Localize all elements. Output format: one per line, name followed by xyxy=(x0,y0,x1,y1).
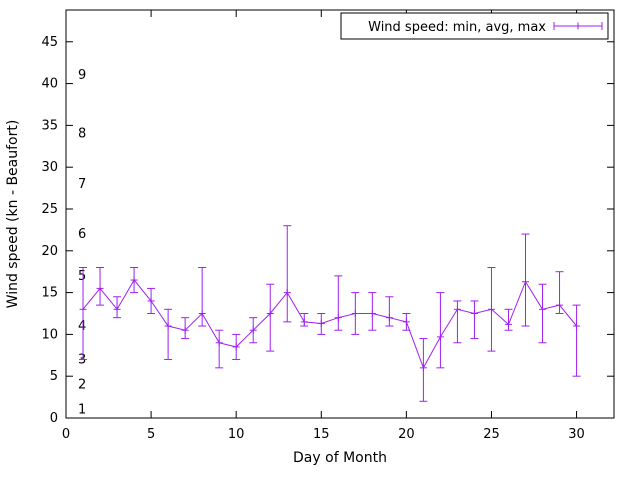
beaufort-scale-label: 4 xyxy=(78,319,86,334)
legend-sample xyxy=(553,22,603,30)
errorbar-day-19 xyxy=(385,296,394,327)
x-tick-label: 30 xyxy=(568,427,585,442)
errorbar-day-14 xyxy=(300,312,309,327)
errorbar-day-3 xyxy=(113,296,122,319)
y-tick-label: 5 xyxy=(50,369,58,384)
errorbar-day-23 xyxy=(453,300,462,344)
y-tick-label: 15 xyxy=(41,286,58,301)
x-axis-label: Day of Month xyxy=(293,450,387,466)
errorbar-day-6 xyxy=(164,308,173,360)
y-tick-label: 0 xyxy=(50,411,58,426)
errorbar-day-26 xyxy=(504,308,513,331)
y-tick-label: 35 xyxy=(41,118,58,133)
beaufort-scale-label: 7 xyxy=(78,177,86,192)
x-tick-label: 0 xyxy=(62,427,70,442)
x-tick-label: 5 xyxy=(147,427,155,442)
errorbar-day-16 xyxy=(334,275,343,331)
y-tick-label: 30 xyxy=(41,160,58,175)
beaufort-scale-label: 1 xyxy=(78,403,86,418)
x-tick-label: 25 xyxy=(483,427,500,442)
errorbar-day-8 xyxy=(198,267,207,327)
y-tick-label: 25 xyxy=(41,202,58,217)
x-tick-label: 15 xyxy=(313,427,330,442)
errorbar-day-21 xyxy=(419,338,428,402)
errorbar-day-24 xyxy=(470,300,479,340)
y-tick-label: 10 xyxy=(41,327,58,342)
errorbar-day-7 xyxy=(181,317,190,340)
x-tick-label: 10 xyxy=(228,427,245,442)
y-tick-label: 40 xyxy=(41,77,58,92)
errorbar-day-18 xyxy=(368,292,377,331)
errorbar-day-27 xyxy=(521,233,530,327)
beaufort-scale-label: 8 xyxy=(78,127,86,142)
errorbar-day-30 xyxy=(572,304,581,377)
errorbar-day-13 xyxy=(283,225,292,323)
x-tick-label: 20 xyxy=(398,427,415,442)
legend-label: Wind speed: min, avg, max xyxy=(368,20,546,35)
errorbar-day-22 xyxy=(436,292,445,369)
beaufort-scale-label: 2 xyxy=(78,378,86,393)
errorbar-day-9 xyxy=(215,329,224,369)
y-axis-label: Wind speed (kn - Beaufort) xyxy=(5,120,21,309)
errorbar-day-12 xyxy=(266,283,275,352)
y-tick-label: 20 xyxy=(41,244,58,259)
errorbar-day-2 xyxy=(96,267,105,306)
beaufort-scale-label: 9 xyxy=(78,68,86,83)
plot-border xyxy=(65,9,615,419)
errorbar-day-29 xyxy=(555,271,564,314)
beaufort-scale-label: 5 xyxy=(78,269,86,284)
errorbar-day-28 xyxy=(538,283,547,344)
y-tick-label: 45 xyxy=(41,35,58,50)
beaufort-scale-label: 6 xyxy=(78,227,86,242)
avg-line xyxy=(82,279,577,369)
